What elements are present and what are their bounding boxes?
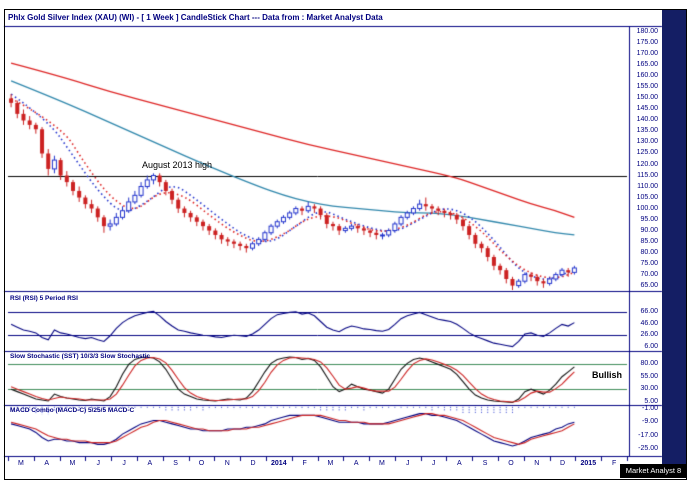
august-2013-high-annotation: August 2013 high <box>142 160 213 170</box>
rsi-tick-label: 66.00 <box>640 308 658 316</box>
month-axis-label: N <box>224 460 230 467</box>
month-axis-label: O <box>508 460 514 467</box>
month-axis-label: A <box>147 460 153 467</box>
month-axis-label: A <box>457 460 462 467</box>
month-axis-label: J <box>122 460 126 467</box>
price-tick-label: 125.00 <box>636 149 658 157</box>
right-toolbar-strip <box>662 10 687 477</box>
bullish-annotation: Bullish <box>592 370 623 380</box>
price-tick-label: 110.00 <box>637 182 658 190</box>
price-tick-label: 115.00 <box>637 171 658 179</box>
month-axis-label: J <box>406 460 410 467</box>
month-axis-label: J <box>431 460 436 467</box>
price-tick-label: 100.00 <box>636 204 658 212</box>
stochastic-tick-label: 5.00 <box>644 397 658 405</box>
stochastic-tick-label: 80.00 <box>640 360 658 368</box>
year-axis-label: 2014 <box>271 460 287 467</box>
price-tick-label: 90.00 <box>640 226 658 234</box>
stochastic-tick-label: 55.00 <box>640 372 658 380</box>
month-axis-label: A <box>353 460 359 467</box>
month-axis-label: A <box>44 460 50 467</box>
price-tick-label: 80.00 <box>640 248 658 256</box>
macd-panel-label: MACD Combo (MACD-C) 5/25/5 MACD-C <box>10 407 135 414</box>
month-axis-label: M <box>327 460 334 467</box>
macd-tick-label: -17.00 <box>638 431 658 439</box>
price-tick-label: 145.00 <box>636 105 658 113</box>
month-axis-label: J <box>96 460 101 467</box>
month-axis-label: O <box>198 460 205 467</box>
price-tick-label: 70.00 <box>640 270 658 278</box>
price-tick-label: 130.00 <box>636 138 658 146</box>
stochastic-panel-label: Slow Stochastic (SST) 10/3/3 Slow Stocha… <box>10 353 151 360</box>
rsi-tick-label: 6.00 <box>644 342 658 350</box>
macd-tick-label: -1.00 <box>642 404 658 412</box>
price-tick-label: 65.00 <box>640 281 658 289</box>
price-tick-label: 150.00 <box>636 94 658 102</box>
month-axis-label: F <box>611 460 617 467</box>
month-axis-label: M <box>379 460 385 467</box>
year-axis-label: 2015 <box>580 460 597 467</box>
month-axis-label: S <box>482 460 488 467</box>
rsi-tick-label: 26.00 <box>640 331 658 339</box>
month-axis-label: F <box>302 460 307 467</box>
price-tick-label: 180.00 <box>636 28 658 36</box>
month-axis-label: M <box>17 460 24 467</box>
price-tick-label: 85.00 <box>640 237 658 245</box>
month-axis-label: N <box>534 460 540 467</box>
price-tick-label: 135.00 <box>636 127 658 135</box>
stochastic-tick-label: 30.00 <box>640 385 658 393</box>
month-axis-label: D <box>250 460 256 467</box>
price-tick-label: 165.00 <box>636 61 658 69</box>
price-tick-label: 175.00 <box>636 39 658 47</box>
month-axis-label: D <box>559 460 566 467</box>
rsi-tick-label: 46.00 <box>640 319 658 327</box>
price-tick-label: 120.00 <box>636 160 658 168</box>
price-tick-label: 140.00 <box>636 116 658 124</box>
price-tick-label: 95.00 <box>640 215 658 223</box>
month-axis-label: M <box>69 460 76 467</box>
month-axis-label: S <box>173 460 178 467</box>
price-tick-label: 155.00 <box>636 83 658 91</box>
price-tick-label: 170.00 <box>636 50 658 58</box>
macd-tick-label: -25.00 <box>638 445 658 453</box>
watermark-badge: Market Analyst 8 <box>620 464 687 478</box>
rsi-panel-label: RSI (RSI) 5 Period RSI <box>10 295 78 302</box>
price-tick-label: 105.00 <box>636 193 658 201</box>
macd-tick-label: -9.00 <box>642 418 658 426</box>
price-tick-label: 75.00 <box>640 259 658 267</box>
chart-title: Phlx Gold Silver Index (XAU) (WI) - [ 1 … <box>8 13 383 22</box>
price-tick-label: 160.00 <box>636 72 658 80</box>
